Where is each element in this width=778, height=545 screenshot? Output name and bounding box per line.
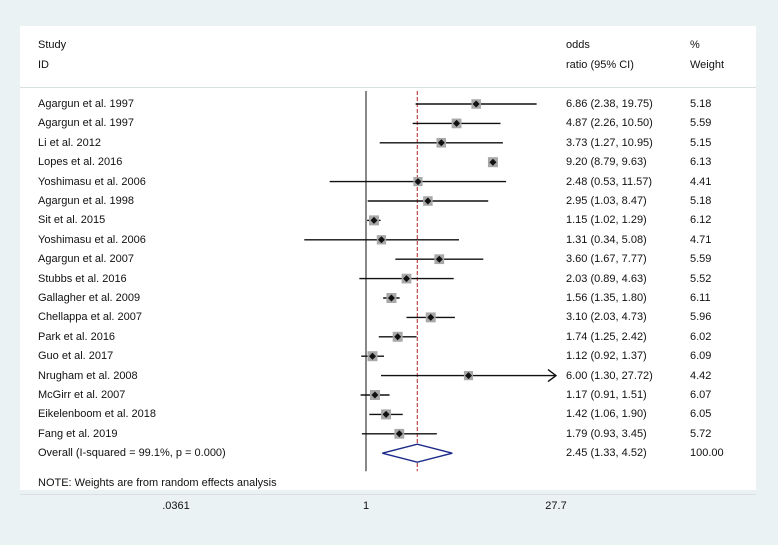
- study-label: Agargun et al. 1997: [38, 117, 135, 130]
- x-tick-label: .0361: [162, 500, 190, 513]
- header-id: ID: [38, 59, 49, 71]
- point-estimate: [370, 216, 378, 224]
- study-label: Nrugham et al. 2008: [38, 369, 138, 382]
- point-estimate: [424, 197, 432, 205]
- study-label: Stubbs et al. 2016: [38, 272, 127, 285]
- note-text: NOTE: Weights are from random effects an…: [38, 477, 277, 490]
- study-label: Guo et al. 2017: [38, 350, 114, 363]
- overall-label: Overall (I-squared = 99.1%, p = 0.000): [38, 447, 226, 460]
- study-weight: 5.59: [690, 253, 712, 266]
- point-estimate: [403, 275, 411, 283]
- x-tick-label: 1: [362, 500, 370, 513]
- study-weight: 5.18: [690, 98, 712, 110]
- header-percent: %: [690, 39, 700, 51]
- study-ci-text: 6.00 (1.30, 27.72): [566, 369, 653, 382]
- study-ci-text: 9.20 (8.79, 9.63): [566, 156, 647, 169]
- study-weight: 5.52: [690, 272, 712, 285]
- point-estimate: [427, 313, 435, 321]
- point-estimate: [453, 119, 461, 127]
- study-label: Yoshimasu et al. 2006: [38, 175, 146, 188]
- study-weight: 6.13: [690, 156, 712, 169]
- study-label: Sit et al. 2015: [38, 214, 106, 227]
- point-estimate: [377, 236, 385, 244]
- study-weight: 6.11: [690, 292, 711, 304]
- study-weight: 5.96: [690, 311, 712, 324]
- study-weight: 5.72: [690, 427, 712, 440]
- study-ci-text: 3.60 (1.67, 7.77): [566, 253, 647, 266]
- study-weight: 4.42: [690, 369, 712, 382]
- header-odds: odds: [566, 39, 590, 51]
- point-estimate: [382, 410, 390, 418]
- study-weight: 4.41: [690, 175, 712, 188]
- point-estimate: [368, 352, 376, 360]
- study-ci-text: 1.15 (1.02, 1.29): [566, 214, 647, 227]
- study-ci-text: 2.48 (0.53, 11.57): [566, 175, 653, 188]
- study-label: Li et al. 2012: [38, 136, 101, 149]
- study-label: Yoshimasu et al. 2006: [38, 233, 146, 246]
- point-estimate: [395, 430, 403, 438]
- point-estimate: [489, 158, 497, 166]
- study-weight: 6.02: [690, 330, 712, 343]
- study-weight: 6.07: [690, 389, 712, 401]
- point-estimate: [437, 139, 445, 147]
- study-label: Agargun et al. 2007: [38, 253, 135, 266]
- study-label: McGirr et al. 2007: [38, 389, 126, 401]
- ci-arrow: [547, 369, 558, 383]
- point-estimate: [371, 391, 379, 399]
- study-weight: 4.71: [690, 233, 712, 246]
- study-weight: 5.18: [690, 195, 712, 207]
- study-label: Agargun et al. 1997: [38, 98, 135, 110]
- header-ratio-ci: ratio (95% CI): [566, 59, 634, 71]
- study-ci-text: 6.86 (2.38, 19.75): [566, 98, 653, 110]
- study-weight: 6.12: [690, 214, 712, 227]
- study-ci-text: 1.17 (0.91, 1.51): [566, 389, 647, 401]
- overall-diamond: [382, 443, 453, 463]
- study-ci-text: 1.79 (0.93, 3.45): [566, 427, 647, 440]
- study-weight: 6.05: [690, 408, 712, 421]
- study-label: Gallagher et al. 2009: [38, 292, 141, 304]
- study-ci-text: 3.73 (1.27, 10.95): [566, 136, 653, 149]
- point-estimate: [414, 178, 422, 186]
- point-estimate: [387, 294, 395, 302]
- study-label: Chellappa et al. 2007: [38, 311, 142, 324]
- axis-separator: [20, 494, 756, 495]
- study-ci-text: 1.56 (1.35, 1.80): [566, 292, 647, 304]
- header-weight: Weight: [690, 59, 725, 71]
- header-study: Study: [38, 39, 67, 51]
- study-label: Agargun et al. 1998: [38, 195, 135, 207]
- study-label: Eikelenboom et al. 2018: [38, 408, 157, 421]
- overall-weight: 100.00: [690, 447, 724, 460]
- study-ci-text: 1.42 (1.06, 1.90): [566, 408, 647, 421]
- overall-ci-text: 2.45 (1.33, 4.52): [566, 447, 647, 460]
- study-ci-text: 1.74 (1.25, 2.42): [566, 330, 647, 343]
- point-estimate: [464, 372, 472, 380]
- point-estimate: [435, 255, 443, 263]
- study-ci-text: 1.12 (0.92, 1.37): [566, 350, 647, 363]
- study-ci-text: 1.31 (0.34, 5.08): [566, 233, 647, 246]
- header-separator: [20, 87, 756, 88]
- point-estimate: [394, 333, 402, 341]
- study-label: Park et al. 2016: [38, 330, 116, 343]
- study-ci-text: 3.10 (2.03, 4.73): [566, 311, 647, 324]
- study-weight: 5.59: [690, 117, 712, 130]
- point-estimate: [472, 100, 480, 108]
- study-label: Fang et al. 2019: [38, 427, 118, 440]
- x-tick-label: 27.7: [545, 500, 567, 513]
- study-ci-text: 2.03 (0.89, 4.63): [566, 272, 647, 285]
- study-label: Lopes et al. 2016: [38, 156, 123, 169]
- study-weight: 5.15: [690, 136, 712, 149]
- study-ci-text: 4.87 (2.26, 10.50): [566, 117, 653, 130]
- study-ci-text: 2.95 (1.03, 8.47): [566, 195, 647, 207]
- study-weight: 6.09: [690, 350, 712, 363]
